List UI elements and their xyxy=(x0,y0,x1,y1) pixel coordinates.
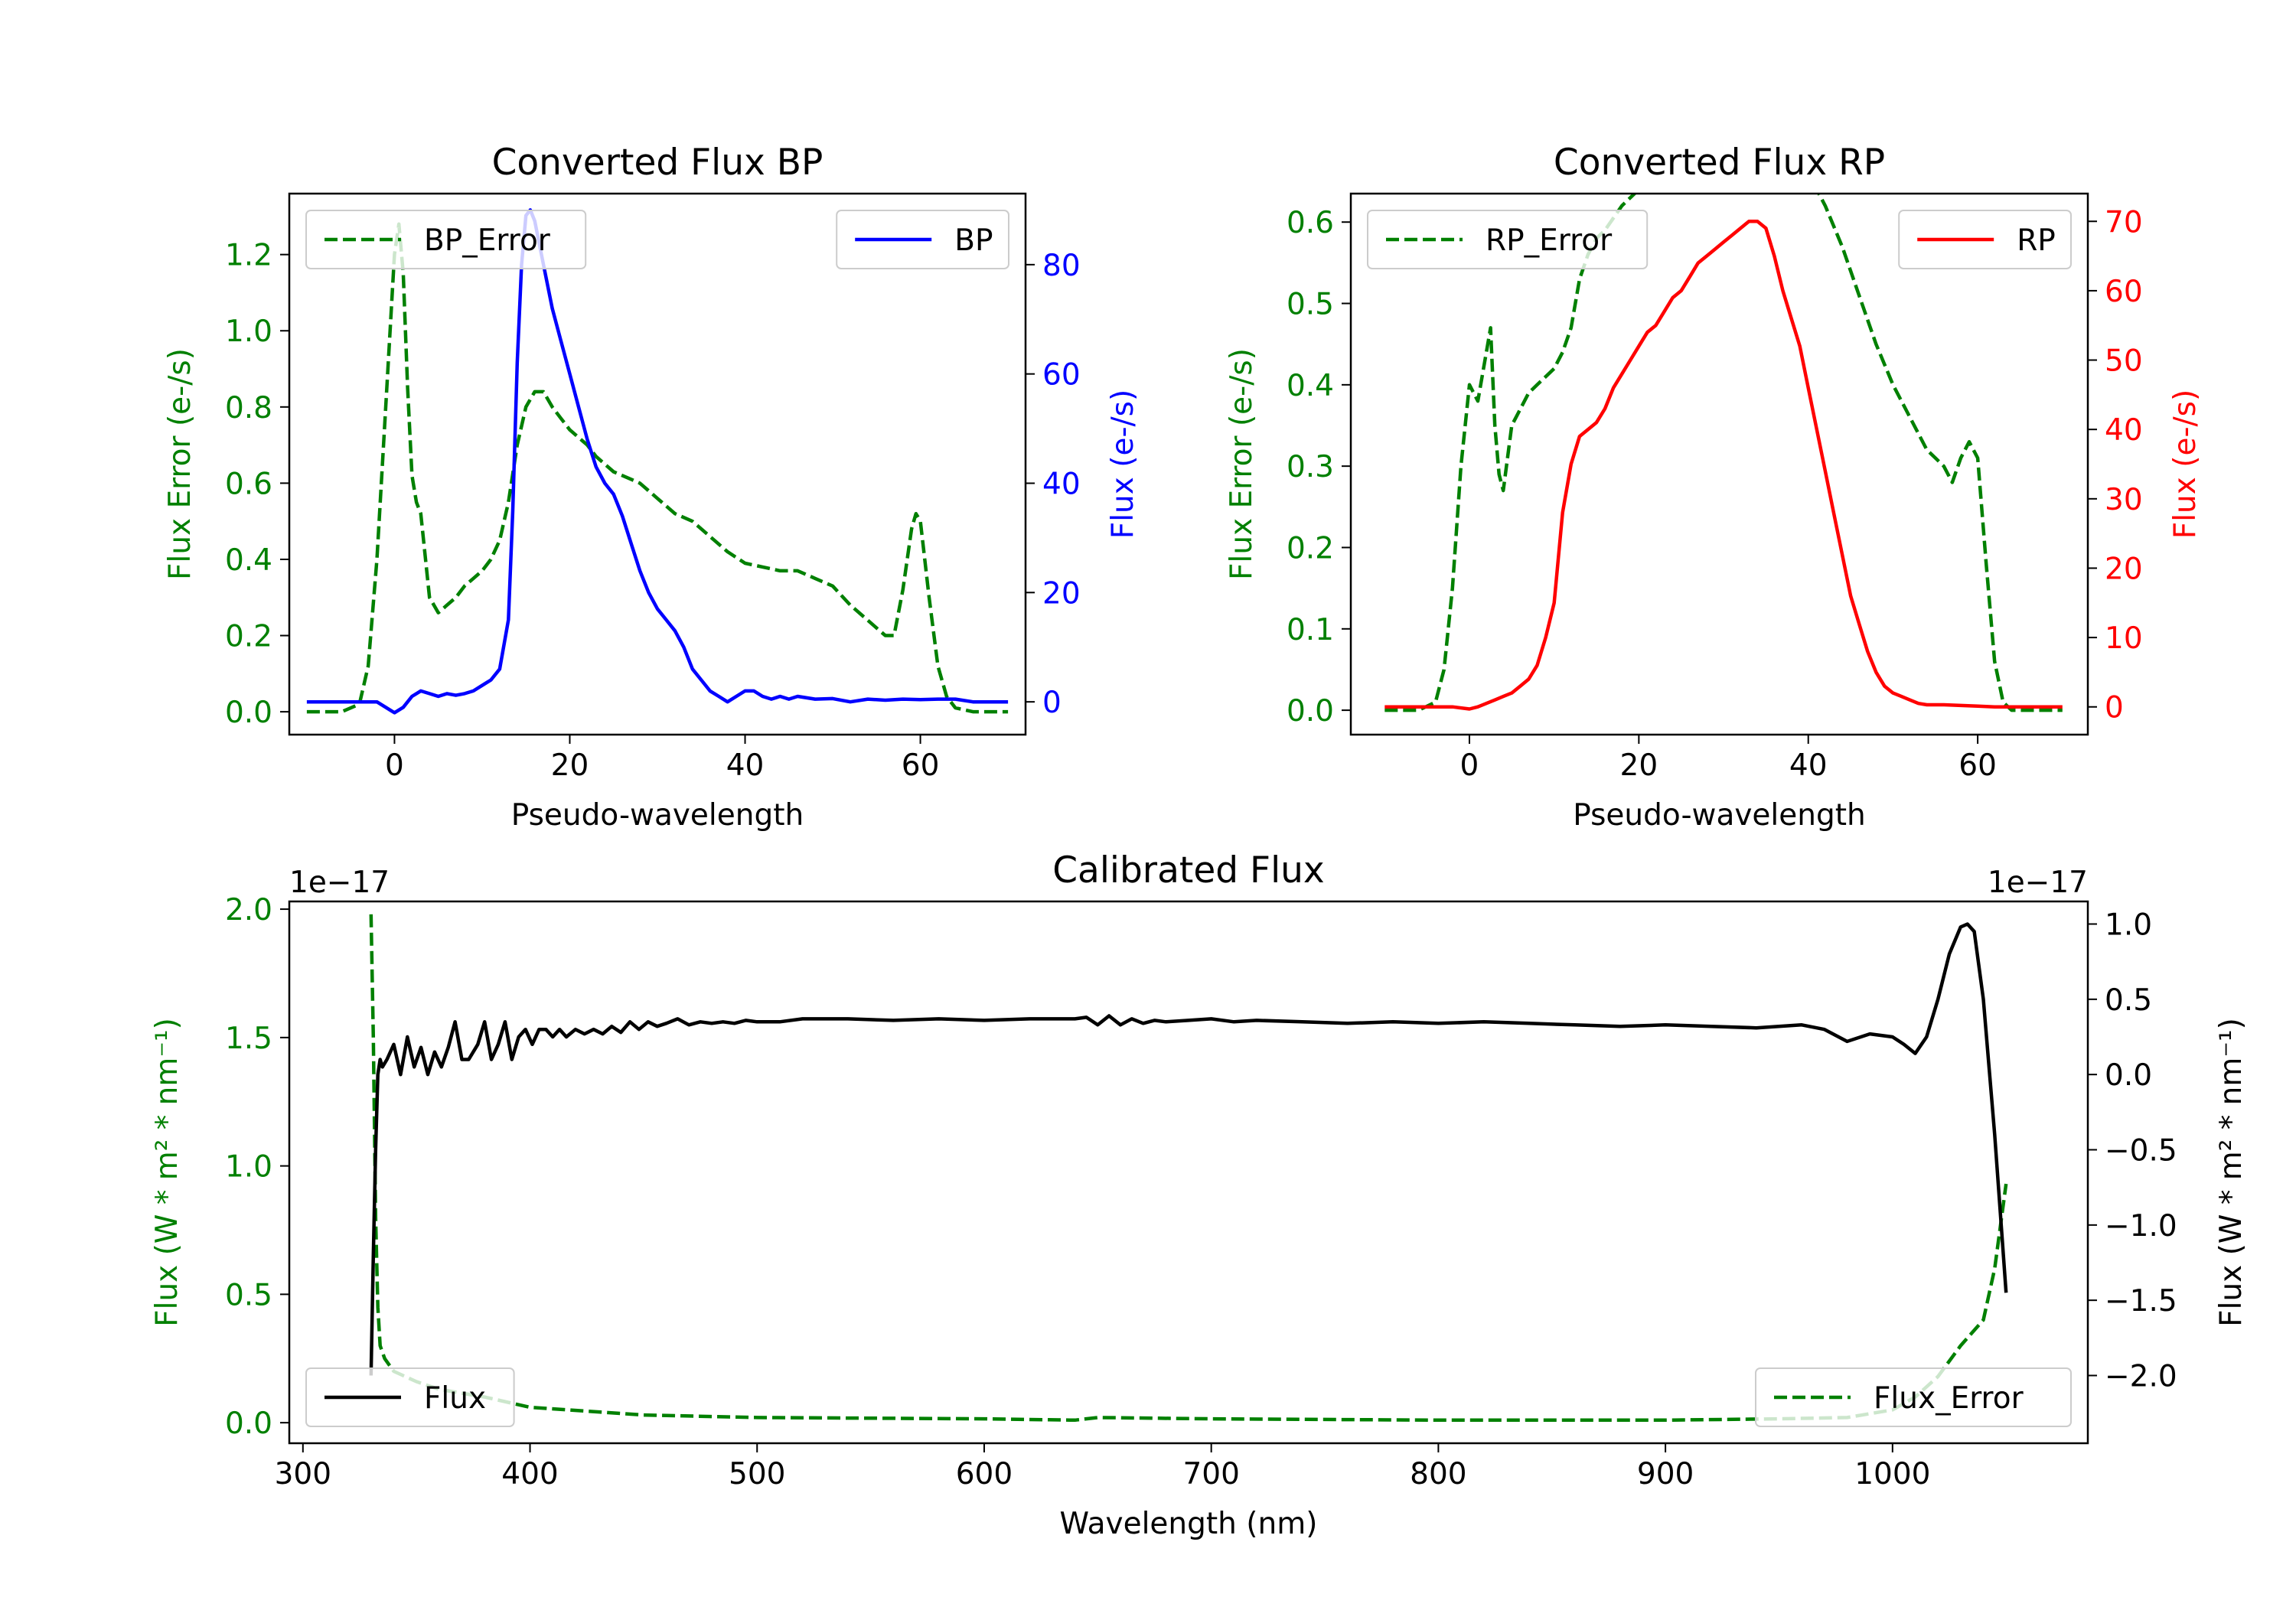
y-right-tick-label: 80 xyxy=(1042,249,1081,283)
y-right-tick-label: 20 xyxy=(1042,576,1081,611)
y-left-tick-label: 0.1 xyxy=(1287,613,1334,647)
x-tick-label: 20 xyxy=(551,748,589,783)
y-left-tick-label: 0.0 xyxy=(1287,694,1334,729)
series-group xyxy=(1384,194,2063,712)
y-right-tick-label: 1.0 xyxy=(2105,908,2152,943)
y-right-tick-label: −0.5 xyxy=(2105,1134,2177,1169)
offset-text-right: 1e−17 xyxy=(1988,865,2088,900)
y-right-tick-label: 30 xyxy=(2105,483,2143,517)
series-line-bp xyxy=(306,208,1009,715)
y-left-tick-label: 1.2 xyxy=(225,239,272,273)
y-right-tick-label: 60 xyxy=(1042,358,1081,393)
offset-text-left: 1e−17 xyxy=(289,865,390,900)
x-tick-label: 60 xyxy=(1958,748,1997,783)
axes-frame xyxy=(1349,192,2089,736)
y-right-tick-label: −1.0 xyxy=(2105,1209,2177,1244)
x-tick-label: 0 xyxy=(385,748,404,783)
x-tick-label: 40 xyxy=(726,748,765,783)
x-tick-label: 20 xyxy=(1620,748,1658,783)
y-right-axis-label: Flux (W * m² * nm⁻¹) xyxy=(2214,1018,2249,1327)
legend-label: RP xyxy=(2017,223,2056,258)
y-right-axis-label: Flux (e-/s) xyxy=(2168,390,2203,539)
x-tick-label: 1000 xyxy=(1854,1457,1930,1491)
x-axis-label: Pseudo-wavelength xyxy=(1573,798,1865,833)
y-left-axis-label: Flux Error (e-/s) xyxy=(1225,348,1259,580)
y-left-tick-label: 0.6 xyxy=(1287,206,1334,240)
y-left-tick-label: 0.4 xyxy=(1287,369,1334,403)
rp-chart: 0 20 40 60 0.0 0.1 0.2 0.3 0.4 0.5 0.6 0 10 20 30 40 50 6… xyxy=(1225,142,2203,833)
y-left-tick-label: 0.5 xyxy=(225,1278,272,1312)
x-axis-label: Wavelength (nm) xyxy=(1060,1507,1318,1541)
x-tick-label: 0 xyxy=(1460,748,1479,783)
y-left-tick-label: 0.8 xyxy=(225,391,272,425)
legend-box xyxy=(305,1367,515,1427)
series-line-flux xyxy=(369,922,2008,1376)
y-right-tick-label: 20 xyxy=(2105,552,2143,586)
axes-frame xyxy=(288,900,2089,1445)
x-tick-label: 600 xyxy=(956,1457,1013,1491)
y-left-tick-label: 0.5 xyxy=(1287,288,1334,322)
series-group xyxy=(306,208,1009,715)
x-axis-label: Pseudo-wavelength xyxy=(511,798,804,833)
y-left-axis-label: Flux (W * m² * nm⁻¹) xyxy=(150,1018,184,1327)
y-left-tick-label: 0.6 xyxy=(225,467,272,501)
legend-label: BP xyxy=(954,223,993,258)
legend-flux-error: Flux_Error xyxy=(1755,1367,2072,1427)
legend-box xyxy=(1367,210,1649,269)
chart-title: Calibrated Flux xyxy=(1052,849,1325,892)
legend-rp-error: RP_Error xyxy=(1367,210,1649,269)
x-tick-label: 60 xyxy=(902,748,940,783)
x-tick-label: 500 xyxy=(729,1457,785,1491)
legend-label: RP_Error xyxy=(1486,223,1613,258)
y-left-tick-label: 0.0 xyxy=(225,1407,272,1441)
y-right-tick-label: 10 xyxy=(2105,621,2143,656)
y-left-tick-label: 0.4 xyxy=(225,543,272,578)
legend-bp: BP xyxy=(836,210,1009,269)
y-left-tick-label: 0.0 xyxy=(225,696,272,730)
y-left-tick-label: 0.2 xyxy=(1287,531,1334,566)
legend-label: BP_Error xyxy=(424,223,551,258)
x-tick-label: 900 xyxy=(1637,1457,1694,1491)
y-right-tick-label: 50 xyxy=(2105,344,2143,379)
y-left-tick-label: 1.5 xyxy=(225,1022,272,1056)
x-tick-label: 300 xyxy=(275,1457,331,1491)
chart-title: Converted Flux BP xyxy=(492,142,823,184)
y-right-tick-label: −2.0 xyxy=(2105,1360,2177,1394)
legend-label: Flux xyxy=(424,1381,486,1416)
y-right-tick-label: 0.5 xyxy=(2105,983,2152,1018)
x-tick-label: 800 xyxy=(1410,1457,1466,1491)
chart-title: Converted Flux RP xyxy=(1554,142,1885,184)
x-tick-label: 400 xyxy=(501,1457,558,1491)
axes-frame xyxy=(288,192,1027,736)
legend-label: Flux_Error xyxy=(1874,1381,2024,1416)
x-tick-label: 40 xyxy=(1789,748,1828,783)
y-right-tick-label: 40 xyxy=(2105,413,2143,448)
y-left-tick-label: 0.3 xyxy=(1287,450,1334,484)
y-right-tick-label: 0 xyxy=(2105,691,2124,725)
y-right-tick-label: −1.5 xyxy=(2105,1284,2177,1319)
y-right-tick-label: 0.0 xyxy=(2105,1058,2152,1093)
legend-bp-error: BP_Error xyxy=(305,210,587,269)
y-left-tick-label: 2.0 xyxy=(225,893,272,927)
y-right-tick-label: 60 xyxy=(2105,275,2143,309)
bp-chart: 0 20 40 60 0.0 0.2 0.4 0.6 0.8 1.0 1.2 0 20 40 60 80 Con… xyxy=(163,142,1140,833)
y-right-tick-label: 40 xyxy=(1042,467,1081,501)
legend-box xyxy=(1755,1367,2072,1427)
legend-box xyxy=(305,210,587,269)
y-left-tick-label: 0.2 xyxy=(225,620,272,654)
calibrated-flux-chart: 300 400 500 600 700 800 900 1000 0.0 0.5 1.0 1.5 2.0… xyxy=(150,849,2249,1541)
y-left-tick-label: 1.0 xyxy=(225,1150,272,1185)
y-right-axis-label: Flux (e-/s) xyxy=(1106,390,1140,539)
legend-rp: RP xyxy=(1898,210,2072,269)
y-right-tick-label: 0 xyxy=(1042,686,1062,720)
y-right-tick-label: 70 xyxy=(2105,205,2143,240)
y-left-tick-label: 1.0 xyxy=(225,315,272,349)
x-tick-label: 700 xyxy=(1182,1457,1239,1491)
legend-flux: Flux xyxy=(305,1367,515,1427)
series-line-rp xyxy=(1384,220,2063,711)
y-left-axis-label: Flux Error (e-/s) xyxy=(163,348,197,580)
series-line-rp-error xyxy=(1384,194,2063,712)
